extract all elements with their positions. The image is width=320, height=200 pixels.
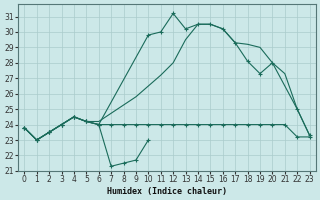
X-axis label: Humidex (Indice chaleur): Humidex (Indice chaleur) — [107, 187, 227, 196]
